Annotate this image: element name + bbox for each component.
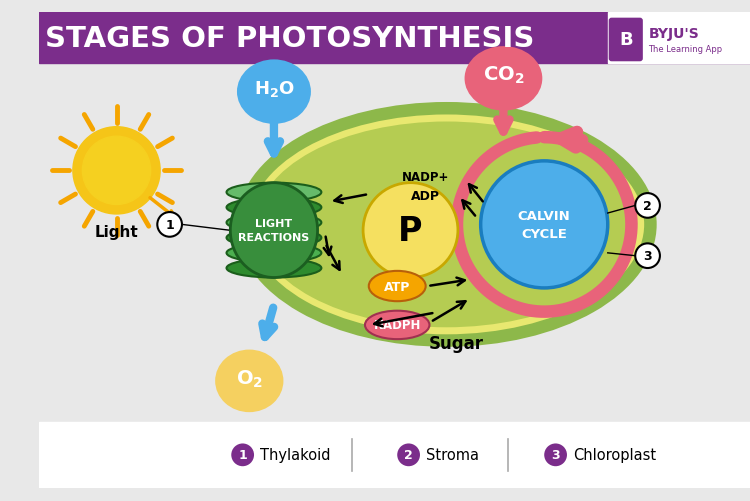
Text: Chloroplast: Chloroplast [573, 447, 656, 462]
Text: $\mathbf{CO_2}$: $\mathbf{CO_2}$ [483, 65, 524, 86]
Text: NADP+: NADP+ [402, 171, 449, 184]
Bar [39, 422, 750, 488]
Text: $\mathbf{H_2O}$: $\mathbf{H_2O}$ [254, 79, 295, 99]
Text: ATP: ATP [384, 280, 410, 293]
Ellipse shape [230, 183, 317, 278]
Text: Stroma: Stroma [426, 447, 478, 462]
Text: STAGES OF PHOTOSYNTHESIS: STAGES OF PHOTOSYNTHESIS [46, 25, 535, 53]
Ellipse shape [243, 109, 650, 341]
Ellipse shape [226, 244, 321, 263]
Ellipse shape [237, 60, 311, 125]
Text: 3: 3 [644, 249, 652, 263]
Text: NADPH: NADPH [374, 319, 421, 332]
Text: ADP: ADP [411, 190, 440, 203]
Ellipse shape [226, 183, 321, 202]
Circle shape [363, 183, 458, 278]
Ellipse shape [226, 198, 321, 217]
Text: Sugar: Sugar [428, 334, 484, 352]
Text: Light: Light [94, 225, 139, 240]
Text: The Learning App: The Learning App [649, 46, 723, 54]
Ellipse shape [365, 311, 430, 340]
Ellipse shape [215, 350, 284, 412]
Ellipse shape [226, 213, 321, 232]
Circle shape [73, 127, 160, 214]
Circle shape [635, 194, 660, 218]
Ellipse shape [369, 272, 426, 302]
Text: 3: 3 [551, 448, 560, 461]
Circle shape [398, 443, 420, 466]
Text: 2: 2 [644, 199, 652, 212]
Text: Thylakoid: Thylakoid [260, 447, 330, 462]
Circle shape [231, 443, 254, 466]
Bar [39, 13, 750, 64]
Circle shape [544, 443, 567, 466]
Circle shape [635, 244, 660, 269]
Text: BYJU'S: BYJU'S [649, 27, 699, 41]
Text: B: B [619, 32, 632, 50]
Circle shape [82, 137, 151, 205]
Circle shape [481, 161, 608, 289]
Circle shape [158, 212, 182, 237]
Bar [608, 13, 750, 64]
Text: CALVIN
CYCLE: CALVIN CYCLE [518, 209, 571, 240]
FancyBboxPatch shape [609, 19, 643, 62]
Text: LIGHT
REACTIONS: LIGHT REACTIONS [238, 218, 310, 242]
Text: P: P [398, 214, 423, 247]
Ellipse shape [226, 259, 321, 278]
Text: 1: 1 [238, 448, 247, 461]
Ellipse shape [256, 122, 638, 328]
Text: 2: 2 [404, 448, 413, 461]
Ellipse shape [464, 47, 542, 111]
Ellipse shape [226, 229, 321, 247]
Text: 1: 1 [165, 218, 174, 231]
Text: $\mathbf{O_2}$: $\mathbf{O_2}$ [236, 368, 262, 389]
